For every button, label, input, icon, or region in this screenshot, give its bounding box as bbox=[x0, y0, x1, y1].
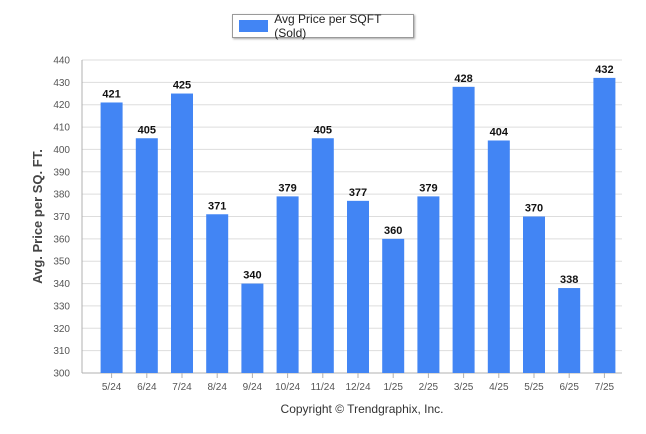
x-tick-label: 6/24 bbox=[137, 382, 157, 393]
y-tick-label: 430 bbox=[53, 78, 70, 89]
bar bbox=[417, 196, 440, 373]
data-label: 432 bbox=[595, 64, 613, 76]
data-label: 377 bbox=[349, 187, 367, 199]
bar bbox=[276, 196, 299, 373]
y-tick-label: 320 bbox=[53, 324, 70, 335]
data-label: 340 bbox=[243, 270, 261, 282]
y-tick-label: 400 bbox=[53, 145, 70, 156]
legend: Avg Price per SQFT (Sold) bbox=[232, 12, 414, 40]
x-tick-label: 7/25 bbox=[595, 382, 615, 393]
y-tick-label: 300 bbox=[53, 369, 70, 380]
x-tick-label: 10/24 bbox=[275, 382, 300, 393]
data-label: 404 bbox=[490, 126, 509, 138]
data-label: 405 bbox=[138, 124, 156, 136]
y-tick-label: 380 bbox=[53, 190, 70, 201]
data-label: 360 bbox=[384, 225, 402, 237]
bar bbox=[382, 238, 405, 373]
data-label: 379 bbox=[419, 182, 437, 194]
x-tick-label: 9/24 bbox=[243, 382, 263, 393]
y-tick-label: 370 bbox=[53, 212, 70, 223]
y-tick-label: 340 bbox=[53, 279, 70, 290]
y-tick-label: 390 bbox=[53, 167, 70, 178]
x-tick-label: 5/25 bbox=[524, 382, 544, 393]
x-tick-label: 4/25 bbox=[489, 382, 509, 393]
y-tick-label: 420 bbox=[53, 100, 70, 111]
data-label: 371 bbox=[208, 200, 226, 212]
x-tick-label: 5/24 bbox=[102, 382, 122, 393]
x-tick-label: 1/25 bbox=[383, 382, 403, 393]
x-tick-label: 3/25 bbox=[454, 382, 474, 393]
x-tick-label: 11/24 bbox=[311, 382, 336, 393]
data-label: 421 bbox=[102, 88, 120, 100]
bar bbox=[135, 138, 158, 373]
bar bbox=[347, 200, 369, 373]
data-label: 370 bbox=[525, 203, 543, 215]
x-tick-label: 6/25 bbox=[559, 382, 579, 393]
bar bbox=[523, 216, 545, 373]
bar bbox=[171, 93, 193, 374]
bar bbox=[100, 102, 123, 373]
bar bbox=[311, 138, 334, 373]
bar bbox=[452, 86, 475, 373]
bar bbox=[593, 77, 616, 373]
x-tick-label: 2/25 bbox=[419, 382, 439, 393]
legend-label: Avg Price per SQFT (Sold) bbox=[274, 12, 382, 40]
data-label: 428 bbox=[454, 73, 472, 85]
bar bbox=[206, 214, 229, 373]
y-tick-label: 330 bbox=[53, 301, 70, 312]
y-tick-label: 440 bbox=[53, 56, 70, 67]
data-label: 405 bbox=[314, 124, 332, 136]
y-tick-label: 350 bbox=[53, 257, 70, 268]
y-tick-label: 360 bbox=[53, 234, 70, 245]
data-label: 379 bbox=[278, 182, 296, 194]
bar bbox=[241, 283, 264, 373]
bar bbox=[487, 140, 510, 373]
data-label: 425 bbox=[173, 80, 191, 92]
bar bbox=[558, 288, 581, 373]
y-tick-label: 310 bbox=[53, 346, 70, 357]
data-label: 338 bbox=[560, 274, 578, 286]
x-tick-label: 12/24 bbox=[345, 382, 370, 393]
x-tick-label: 7/24 bbox=[172, 382, 192, 393]
y-axis-title: Avg. Price per SQ. FT. bbox=[30, 149, 45, 284]
y-tick-label: 410 bbox=[53, 123, 70, 134]
legend-swatch bbox=[239, 20, 269, 32]
x-tick-label: 8/24 bbox=[207, 382, 227, 393]
copyright-text: Copyright © Trendgraphix, Inc. bbox=[281, 402, 444, 416]
